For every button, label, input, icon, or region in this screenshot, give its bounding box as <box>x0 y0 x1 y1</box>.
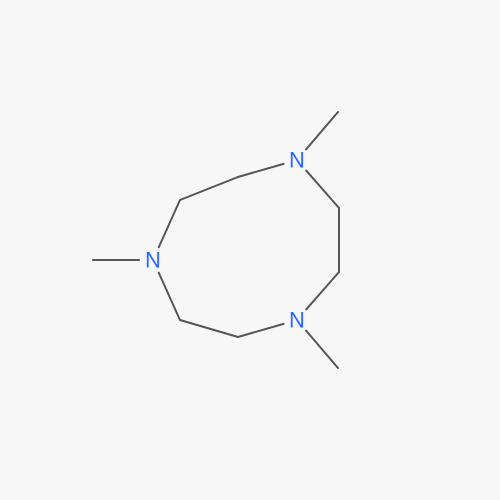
bond <box>238 164 284 177</box>
bond <box>238 324 284 337</box>
bond <box>180 320 238 337</box>
bond <box>306 112 338 149</box>
bond <box>159 200 180 247</box>
atom-label: N <box>289 308 305 333</box>
bond <box>306 331 338 368</box>
bond <box>306 171 339 208</box>
bond <box>306 272 339 309</box>
molecule-diagram: N N N <box>0 0 500 500</box>
atom-label: N <box>289 148 305 173</box>
atom-label: N <box>145 248 161 273</box>
bond <box>159 273 180 320</box>
bond <box>180 177 238 200</box>
